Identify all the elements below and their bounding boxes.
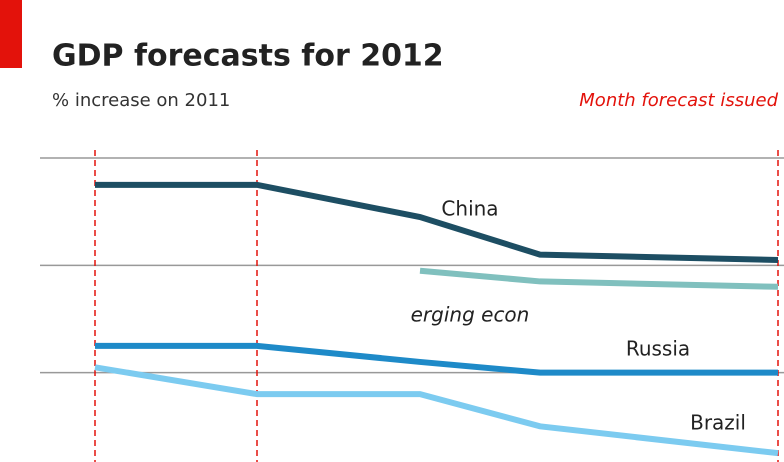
series-label: China	[441, 197, 498, 221]
series-label: Russia	[626, 337, 690, 361]
series-line	[95, 342, 778, 376]
series-line	[94, 364, 779, 457]
series-label: Brazil	[690, 411, 746, 435]
annotation: Month forecast issued	[579, 90, 778, 111]
series-line	[95, 181, 779, 263]
series-line	[419, 267, 779, 290]
chart-title: GDP forecasts for 2012	[52, 39, 444, 74]
series-label: erging econ	[411, 303, 530, 327]
chart-subtitle: % increase on 2011	[52, 90, 230, 111]
brand-block	[0, 0, 22, 68]
